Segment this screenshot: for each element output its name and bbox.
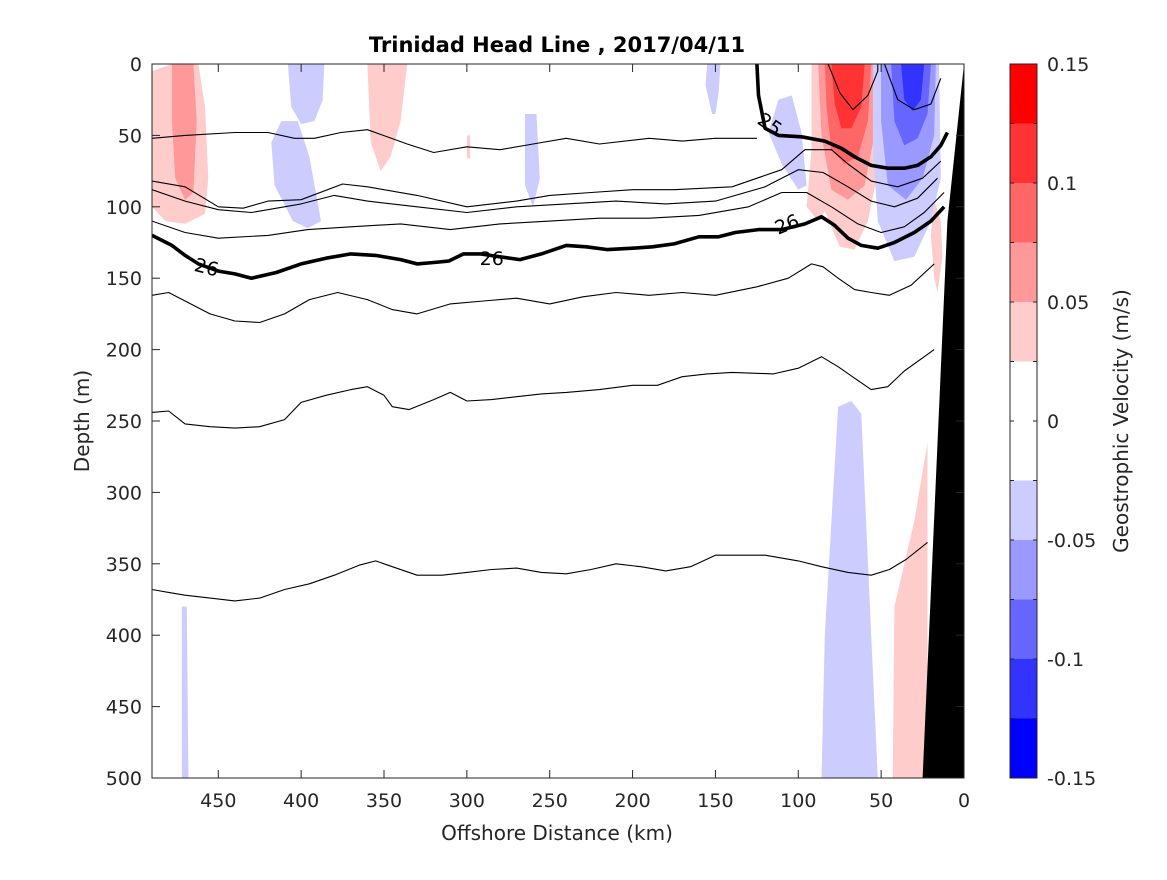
x-axis-label: Offshore Distance (km) (441, 821, 673, 845)
y-tick-label-8: 400 (106, 625, 142, 647)
isopycnal-10 (152, 541, 928, 602)
y-tick-label-0: 0 (130, 54, 142, 76)
colorbar: 0.15 0.1 0.05 0 -0.05 -0.1 -0.15 (1009, 54, 1096, 790)
velocity-patch-6 (524, 114, 540, 207)
isopycnal-0 (755, 64, 950, 170)
isopycnal-8 (152, 263, 935, 324)
x-tick-label-3: 300 (449, 790, 485, 812)
colorbar-tick-label-6: -0.15 (1047, 768, 1096, 790)
bottom-mask (922, 64, 964, 778)
colorbar-level-9 (1010, 599, 1037, 660)
colorbar-level-5 (1010, 361, 1037, 422)
isopycnal-3 (152, 129, 757, 154)
y-tick-label-5: 250 (106, 411, 142, 433)
y-tick-label-6: 300 (106, 482, 142, 504)
y-tick-label-4: 200 (106, 340, 142, 362)
velocity-patch-13 (831, 64, 865, 129)
velocity-patch-2 (287, 64, 325, 124)
velocity-patch-21 (181, 606, 189, 778)
y-axis: 0 50 100 150 200 250 300 350 400 450 500 (106, 54, 964, 790)
y-tick-label-10: 500 (106, 768, 142, 790)
contour-label-2: 26 (480, 248, 504, 270)
x-axis: 450 400 350 300 250 200 150 100 50 0 (200, 64, 970, 812)
colorbar-tick-label-5: -0.1 (1047, 649, 1084, 671)
isopycnal-4 (152, 149, 942, 209)
x-tick-label-6: 150 (697, 790, 733, 812)
colorbar-level-8 (1010, 540, 1037, 600)
x-tick-label-2: 350 (366, 790, 402, 812)
colorbar-level-2 (1010, 183, 1037, 243)
velocity-patch-18 (930, 199, 943, 293)
colorbar-tick-label-4: -0.05 (1047, 530, 1096, 552)
colorbar-level-11 (1010, 718, 1037, 779)
velocity-patch-1 (171, 64, 197, 200)
isopycnal-9 (152, 349, 935, 429)
isopycnal-1 (827, 64, 879, 111)
velocity-patch-8 (768, 95, 807, 190)
colorbar-level-4 (1010, 302, 1037, 362)
x-tick-label-4: 250 (532, 790, 568, 812)
velocity-patch-7 (705, 64, 721, 114)
velocity-patch-17 (901, 64, 925, 112)
colorbar-level-0 (1010, 64, 1037, 124)
velocity-patch-4 (367, 64, 408, 172)
plot-frame (151, 63, 965, 779)
colorbar-level-3 (1010, 242, 1037, 303)
y-tick-label-2: 100 (106, 197, 142, 219)
velocity-patch-20 (892, 442, 928, 778)
y-tick-label-7: 350 (106, 554, 142, 576)
colorbar-tick-label-1: 0.1 (1047, 173, 1077, 195)
chart-title: Trinidad Head Line , 2017/04/11 (369, 33, 745, 57)
x-tick-label-0: 450 (200, 790, 236, 812)
x-tick-label-7: 100 (780, 790, 816, 812)
isopycnal-6 (152, 191, 945, 239)
colorbar-label: Geostrophic Velocity (m/s) (1109, 289, 1133, 553)
colorbar-tick-label-2: 0.05 (1047, 292, 1089, 314)
colorbar-level-10 (1010, 659, 1037, 719)
y-tick-label-9: 450 (106, 697, 142, 719)
colorbar-level-7 (1010, 480, 1037, 541)
colorbar-tick-label-0: 0.15 (1047, 54, 1089, 76)
colorbar-tick-label-3: 0 (1047, 411, 1059, 433)
x-tick-label-1: 400 (283, 790, 319, 812)
isopycnal-2 (883, 64, 942, 111)
colorbar-level-1 (1010, 123, 1037, 184)
contour-label-text-2: 26 (480, 248, 504, 270)
x-tick-label-5: 200 (614, 790, 650, 812)
x-tick-label-8: 50 (869, 790, 893, 812)
x-tick-label-9: 0 (958, 790, 970, 812)
isopycnal-7 (152, 205, 946, 281)
velocity-patch-19 (821, 401, 878, 778)
isopycnal-5 (152, 169, 938, 214)
y-tick-label-1: 50 (118, 125, 142, 147)
colorbar-level-6 (1010, 421, 1037, 481)
y-tick-label-3: 150 (106, 268, 142, 290)
y-axis-label: Depth (m) (70, 370, 94, 472)
